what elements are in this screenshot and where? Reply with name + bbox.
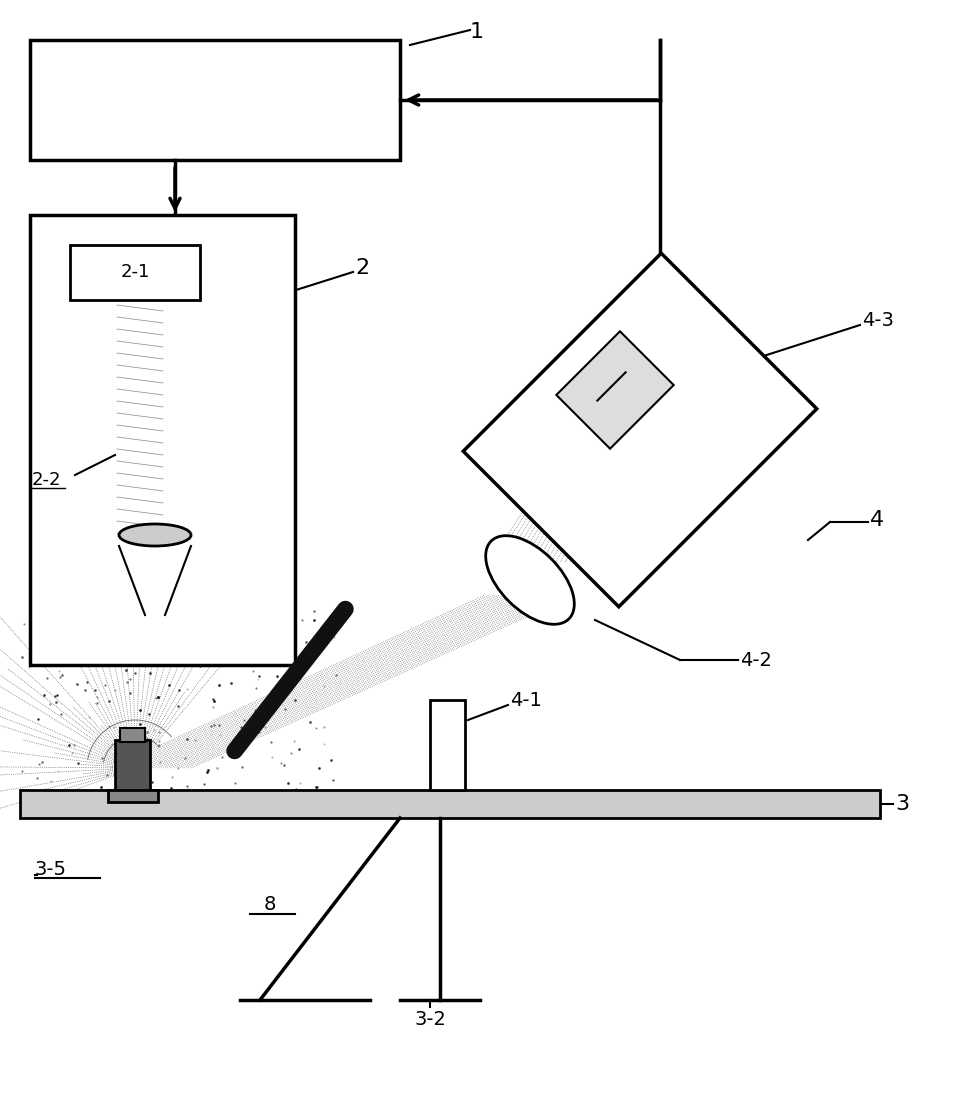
Text: 1: 1 bbox=[470, 22, 485, 42]
Bar bbox=[115, 740, 150, 792]
Text: 4: 4 bbox=[870, 510, 884, 531]
Bar bbox=[430, 700, 465, 790]
Bar bbox=[30, 215, 295, 665]
Text: 3: 3 bbox=[895, 794, 909, 814]
Bar bbox=[125, 300, 155, 535]
Polygon shape bbox=[557, 331, 673, 449]
Polygon shape bbox=[463, 254, 816, 607]
Text: 4-2: 4-2 bbox=[740, 651, 772, 670]
Text: 3-5: 3-5 bbox=[35, 860, 67, 879]
Text: 8: 8 bbox=[264, 895, 276, 914]
Bar bbox=[20, 790, 880, 818]
Ellipse shape bbox=[119, 524, 191, 546]
Text: 4-3: 4-3 bbox=[862, 311, 894, 330]
Text: 4-1: 4-1 bbox=[510, 690, 542, 709]
Bar bbox=[115, 300, 165, 535]
Bar bbox=[120, 728, 145, 742]
Text: 2: 2 bbox=[355, 258, 369, 278]
Bar bbox=[70, 245, 200, 300]
Bar bbox=[108, 790, 158, 802]
Ellipse shape bbox=[486, 536, 574, 624]
Text: 2-2: 2-2 bbox=[32, 471, 61, 489]
Text: 3-2: 3-2 bbox=[414, 1010, 446, 1029]
Bar bbox=[30, 40, 400, 160]
Text: 2-1: 2-1 bbox=[121, 263, 150, 281]
